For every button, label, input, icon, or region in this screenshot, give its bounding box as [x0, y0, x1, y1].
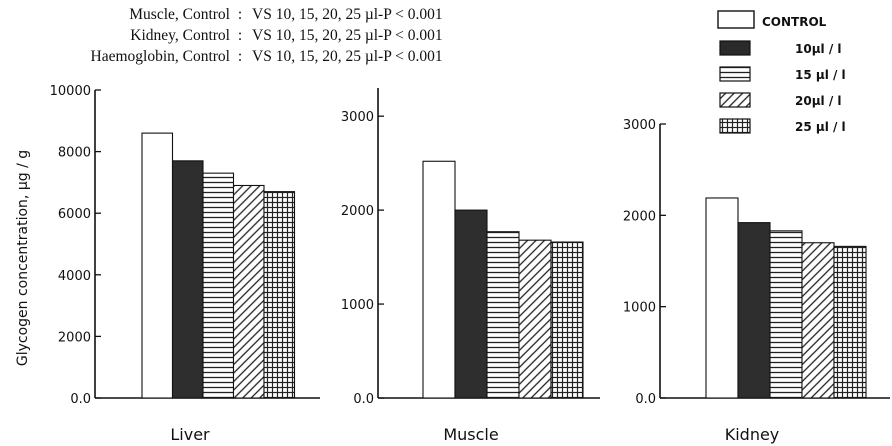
muscle-bar-15-l-l	[486, 231, 520, 399]
kidney-y-tick-label: 0.0	[635, 392, 656, 407]
stats-text-haemoglobin: VS 10, 15, 20, 25 µl-P < 0.001	[252, 48, 443, 65]
muscle-bar-control	[422, 160, 456, 399]
y-axis-label: Glycogen concentration, µg / g	[15, 150, 31, 366]
muscle-y-tick-label: 1000	[341, 298, 374, 313]
kidney-bar-10-l-l	[737, 222, 771, 399]
stats-text-kidney: VS 10, 15, 20, 25 µl-P < 0.001	[252, 27, 443, 44]
legend-label-10: 10µl / l	[795, 42, 842, 56]
stats-sep-kidney: :	[238, 27, 242, 44]
legend-swatch-10	[719, 40, 751, 56]
kidney-y-tick-label: 2000	[623, 209, 656, 224]
muscle-label: Muscle	[443, 425, 498, 444]
kidney-bar-control	[705, 197, 739, 399]
legend: CONTROL 10µl / l 15 µl / l 20µl / l 25 µ…	[717, 10, 846, 134]
kidney-panel: 0.0 1000 2000 3000 Kidney	[623, 118, 890, 444]
muscle-panel: 0.0 1000 2000 3000 Muscle	[341, 88, 600, 444]
muscle-y-tick-label: 3000	[341, 110, 374, 125]
kidney-bar-25-l-l	[833, 245, 867, 399]
kidney-bar-15-l-l	[769, 230, 803, 399]
liver-y-tick-label: 2000	[58, 330, 91, 345]
liver-y-tick-label: 0.0	[70, 392, 91, 407]
legend-label-15: 15 µl / l	[795, 68, 846, 82]
kidney-y-tick-label: 3000	[623, 118, 656, 133]
muscle-y-tick-label: 2000	[341, 204, 374, 219]
kidney-bar-20-l-l	[801, 242, 835, 399]
kidney-label: Kidney	[725, 425, 780, 444]
kidney-y-tick-label: 1000	[623, 301, 656, 316]
stats-sep-haemoglobin: :	[238, 48, 242, 65]
liver-y-tick-label: 8000	[58, 146, 91, 161]
legend-swatch-control	[717, 10, 755, 29]
stats-block: Muscle, Control : VS 10, 15, 20, 25 µl-P…	[91, 6, 443, 65]
legend-swatch-20	[719, 92, 751, 108]
legend-swatch-25	[719, 118, 751, 134]
stats-label-kidney: Kidney, Control	[130, 27, 230, 44]
liver-y-tick-label: 4000	[58, 269, 91, 284]
muscle-bar-10-l-l	[454, 209, 488, 399]
liver-y-tick-label: 10000	[50, 84, 91, 99]
stats-label-muscle: Muscle, Control	[129, 6, 230, 23]
liver-bar-control	[141, 132, 174, 399]
stats-label-haemoglobin: Haemoglobin, Control	[91, 48, 231, 65]
legend-label-25: 25 µl / l	[795, 120, 846, 134]
liver-panel: 0.0 2000 4000 6000 8000 10000 Liver	[50, 84, 320, 444]
muscle-bar-25-l-l	[550, 241, 584, 399]
liver-bar-25-l-l	[263, 191, 296, 399]
liver-bar-20-l-l	[232, 184, 265, 399]
stats-sep-muscle: :	[238, 6, 242, 23]
liver-y-tick-label: 6000	[58, 207, 91, 222]
liver-bar-10-l-l	[171, 160, 204, 399]
legend-swatch-15	[719, 66, 751, 82]
stats-text-muscle: VS 10, 15, 20, 25 µl-P < 0.001	[252, 6, 443, 23]
legend-label-control: CONTROL	[762, 15, 827, 29]
legend-label-20: 20µl / l	[795, 94, 842, 108]
liver-label: Liver	[170, 425, 210, 444]
liver-bar-15-l-l	[202, 172, 235, 399]
muscle-bar-20-l-l	[518, 239, 552, 399]
muscle-y-tick-label: 0.0	[353, 392, 374, 407]
